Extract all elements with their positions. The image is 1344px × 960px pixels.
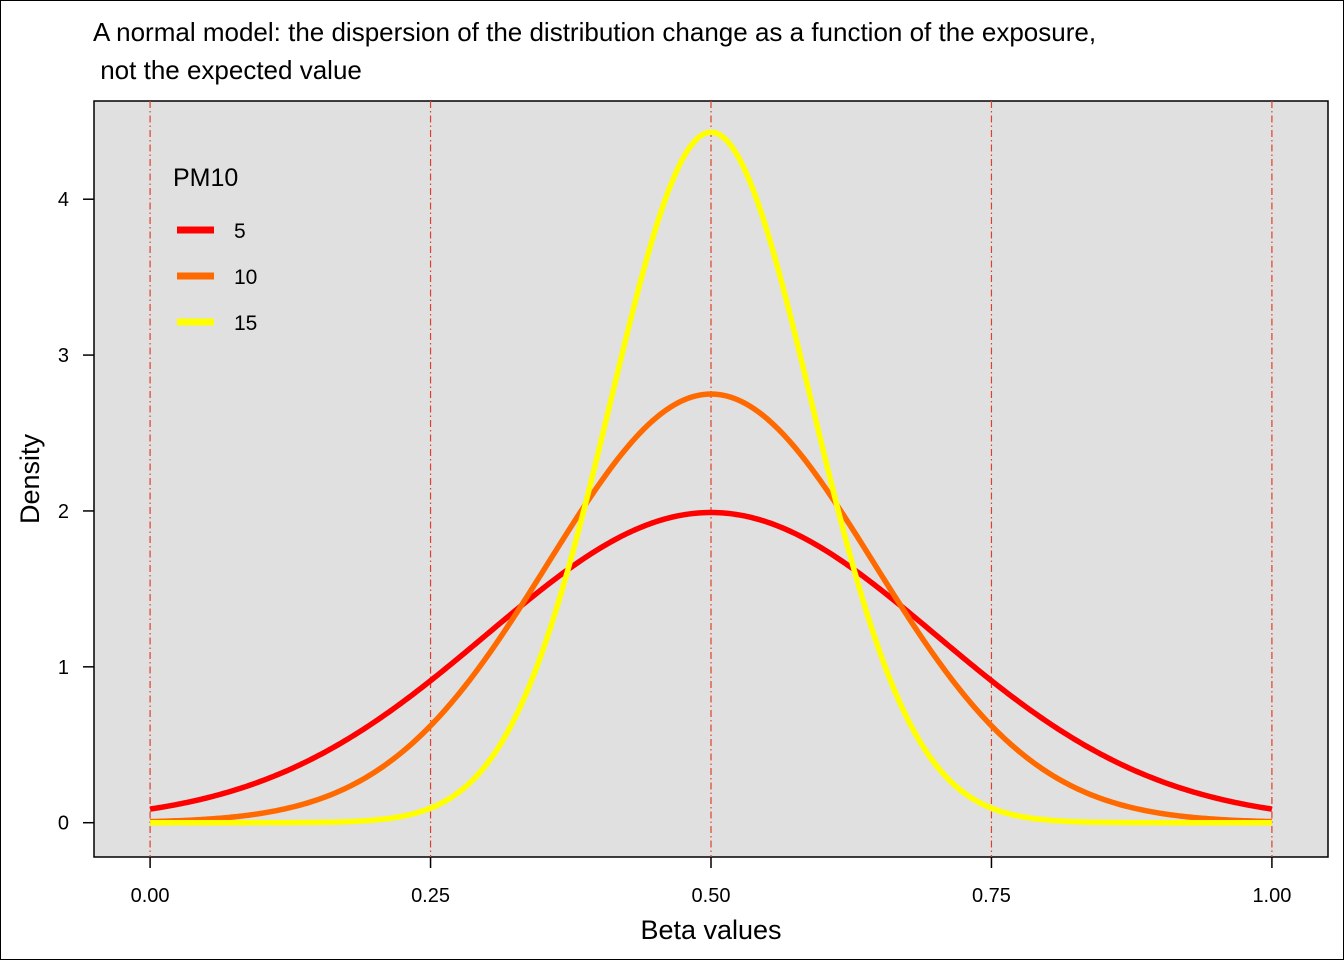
reference-lines — [149, 101, 1273, 857]
y-axis-title: Density — [15, 433, 45, 524]
chart-title: A normal model: the dispersion of the di… — [93, 17, 1097, 85]
y-axis: 0 1 2 3 4 — [58, 189, 94, 835]
y-tick-label: 0 — [58, 813, 69, 835]
density-curves — [149, 129, 1273, 826]
series-line-15 — [150, 129, 1272, 826]
x-tick-label: 0.25 — [411, 885, 450, 907]
legend-label-10: 10 — [234, 266, 257, 289]
legend-title: PM10 — [173, 164, 238, 192]
y-tick-label: 3 — [58, 345, 69, 367]
y-tick-label: 2 — [58, 501, 69, 523]
legend-label-5: 5 — [234, 220, 246, 243]
series-line-5 — [149, 509, 1273, 812]
legend: PM10 5 10 15 — [173, 164, 257, 335]
x-tick-label: 0.75 — [972, 885, 1011, 907]
x-axis-title: Beta values — [640, 915, 781, 945]
y-tick-label: 1 — [58, 657, 69, 679]
series-line-10 — [150, 391, 1272, 825]
x-tick-label: 0.00 — [131, 885, 170, 907]
x-tick-label: 0.50 — [692, 885, 731, 907]
y-tick-label: 4 — [58, 189, 69, 211]
legend-label-15: 15 — [234, 312, 257, 335]
x-axis: 0.00 0.25 0.50 0.75 1.00 — [131, 857, 1291, 907]
x-tick-label: 1.00 — [1252, 885, 1291, 907]
